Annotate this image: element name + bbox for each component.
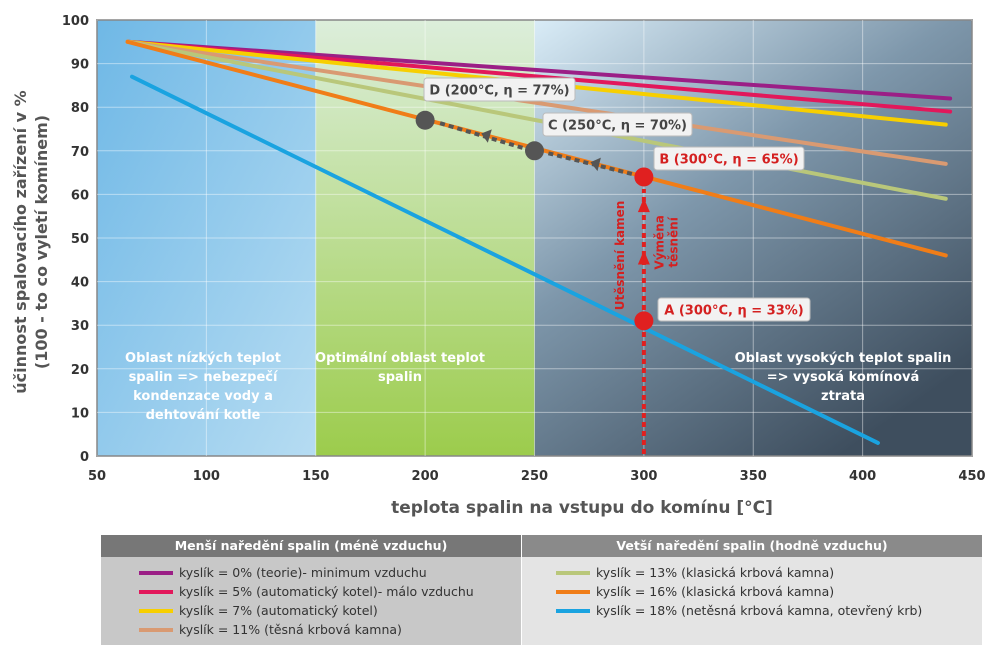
legend-label: kyslík = 0% (teorie)- minimum vzduchu	[179, 565, 427, 580]
legend-swatch	[139, 627, 173, 632]
y-tick-label: 60	[71, 188, 89, 203]
y-tick-label: 0	[80, 450, 89, 465]
x-tick-label: 50	[88, 469, 106, 484]
y-tick-label: 40	[71, 276, 89, 291]
x-tick-label: 450	[958, 469, 985, 484]
legend-group-high-dilution: Vetší naředění spalin (hodně vzduchu) ky…	[522, 535, 982, 645]
region-label: Oblast vysokých teplot spalin => vysoká k…	[735, 351, 952, 404]
series-line	[130, 74, 880, 445]
x-tick-label: 300	[630, 469, 657, 484]
legend-label: kyslík = 16% (klasická krbová kamna)	[596, 584, 835, 599]
highlight-point	[634, 167, 654, 187]
x-tick-label: 150	[302, 469, 329, 484]
x-tick-label: 250	[521, 469, 548, 484]
point-label: B (300°C, η = 65%)	[659, 153, 798, 168]
plot-frame	[96, 19, 973, 457]
sealing-arrow-head	[637, 198, 650, 213]
y-tick-label: 10	[71, 406, 89, 421]
point-label-box	[653, 146, 805, 171]
region-low-temperature	[97, 20, 316, 456]
legend-group-title: Menší naředění spalin (méně vzduchu)	[101, 535, 521, 557]
y-tick-label: 30	[71, 319, 89, 334]
series-line	[125, 39, 948, 201]
point-label: C (250°C, η = 70%)	[548, 119, 687, 134]
arrow-annotations: Utěsnění kamen Výměnatěsnění	[613, 201, 680, 311]
y-axis-title-line1: účinnost spalovacího zařízení v %	[11, 90, 30, 393]
legend-label: kyslík = 18% (netěsná krbová kamna, otev…	[596, 603, 923, 618]
legend-item: kyslík = 18% (netěsná krbová kamna, otev…	[556, 601, 982, 620]
legend-label: kyslík = 7% (automatický kotel)	[179, 603, 378, 618]
cooling-arrow-head	[481, 129, 492, 143]
annotation-gasket: Výměnatěsnění	[653, 215, 681, 269]
legend-group-low-dilution: Menší naředění spalin (méně vzduchu) kys…	[101, 535, 521, 645]
cooling-arrow-head	[590, 157, 601, 172]
legend-swatch	[556, 589, 590, 594]
sealing-arrow-head	[637, 250, 650, 265]
annotation-sealing: Utěsnění kamen	[613, 201, 627, 311]
legend-item: kyslík = 11% (těsná krbová kamna)	[139, 620, 521, 639]
point-label: A (300°C, η = 33%)	[664, 304, 803, 319]
y-tick-label: 90	[71, 58, 89, 73]
legend-label: kyslík = 5% (automatický kotel)- málo vz…	[179, 584, 474, 599]
series-line	[125, 39, 953, 101]
point-label-box	[542, 112, 693, 137]
legend-swatch	[139, 570, 173, 575]
series-line	[125, 39, 953, 114]
legend-swatch	[139, 589, 173, 594]
region-label: Oblast nízkých teplot spalin => nebezpečí…	[125, 351, 281, 423]
legend: Menší naředění spalin (méně vzduchu) kys…	[101, 535, 982, 645]
x-tick-label: 100	[193, 469, 220, 484]
cooling-arrow-line	[436, 120, 524, 150]
x-axis-title: teplota spalin na vstupu do komínu [°C]	[391, 498, 773, 518]
point-label: D (200°C, η = 77%)	[429, 84, 569, 99]
point-label-box	[657, 297, 811, 322]
highlight-point	[415, 110, 435, 130]
y-tick-label: 50	[71, 232, 89, 247]
y-axis-title-line2: (100 - to co vyletí komínem)	[32, 115, 51, 369]
cooling-arrow-line	[546, 150, 633, 176]
y-tick-label: 100	[62, 14, 89, 29]
y-tick-label: 20	[71, 363, 89, 378]
efficiency-chart: Oblast nízkých teplot spalin => nebezpečí…	[11, 14, 986, 518]
highlight-points	[415, 110, 654, 331]
legend-swatch	[556, 608, 590, 613]
legend-item: kyslík = 0% (teorie)- minimum vzduchu	[139, 563, 521, 582]
legend-item: kyslík = 7% (automatický kotel)	[139, 601, 521, 620]
highlight-point	[634, 311, 654, 331]
highlight-point	[525, 141, 544, 161]
series-line	[125, 39, 948, 166]
legend-group-title: Vetší naředění spalin (hodně vzduchu)	[522, 535, 982, 557]
x-tick-label: 350	[740, 469, 767, 484]
legend-list: kyslík = 13% (klasická krbová kamna) kysl…	[522, 557, 982, 620]
region-labels: Oblast nízkých teplot spalin => nebezpečí…	[125, 351, 951, 423]
y-tick-label: 80	[71, 101, 89, 116]
y-tick-labels: 0 10 20 30 40 50 60 70 80 90 100	[62, 14, 89, 465]
legend-item: kyslík = 13% (klasická krbová kamna)	[556, 563, 982, 582]
legend-swatch	[139, 608, 173, 613]
x-tick-label: 200	[412, 469, 439, 484]
transition-arrows	[436, 120, 650, 454]
legend-item: kyslík = 5% (automatický kotel)- málo vz…	[139, 582, 521, 601]
point-labels: A (300°C, η = 33%) B (300°C, η = 65%) C (2…	[423, 77, 811, 322]
legend-swatch	[556, 570, 590, 575]
point-label-box	[423, 77, 576, 102]
legend-list: kyslík = 0% (teorie)- minimum vzduchu kys…	[101, 557, 521, 639]
legend-item: kyslík = 16% (klasická krbová kamna)	[556, 582, 982, 601]
legend-label: kyslík = 13% (klasická krbová kamna)	[596, 565, 835, 580]
x-tick-label: 400	[849, 469, 876, 484]
x-tick-labels: 50 100 150 200 250 300 350 400 450	[88, 469, 986, 484]
y-tick-label: 70	[71, 145, 89, 160]
region-label: Optimální oblast teplot spalin	[315, 351, 485, 385]
legend-label: kyslík = 11% (těsná krbová kamna)	[179, 622, 402, 637]
